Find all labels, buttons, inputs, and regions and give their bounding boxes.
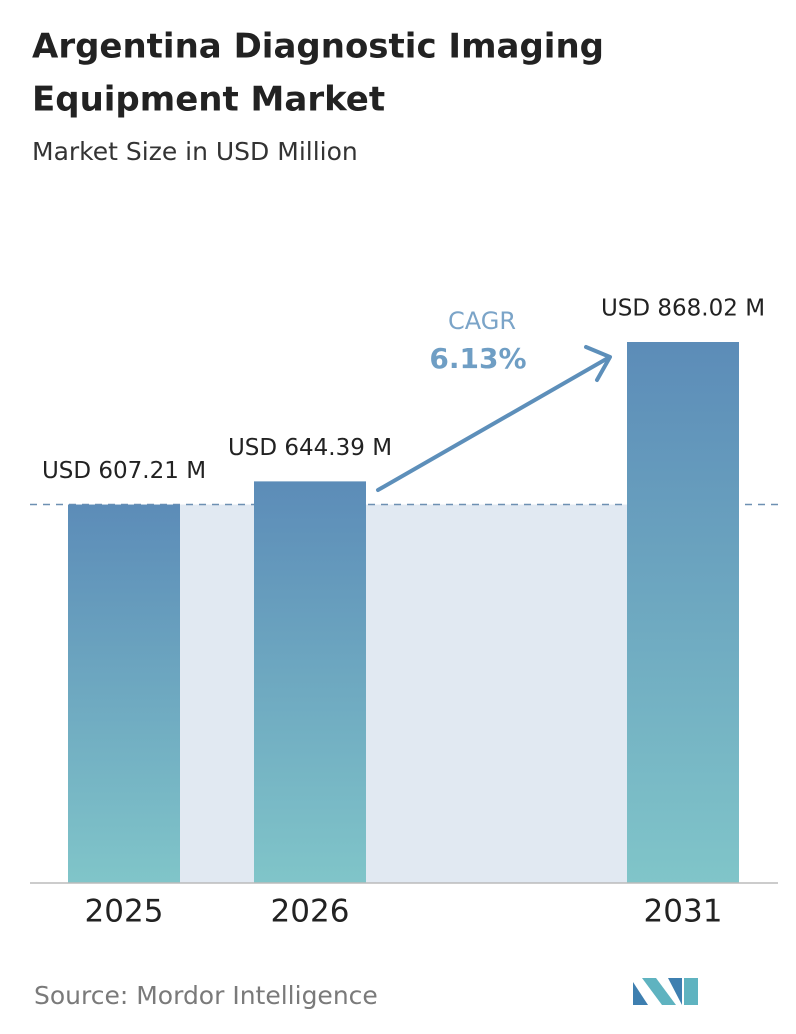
x-tick-label: 2025 (85, 894, 164, 930)
value-label: USD 644.39 M (228, 435, 392, 461)
cagr-arrow-head (584, 345, 612, 382)
x-tick-label: 2031 (644, 894, 723, 930)
bar (627, 342, 739, 883)
source: Source: Mordor Intelligence (34, 981, 378, 1010)
cagr-arrow (376, 356, 610, 492)
cagr-value: 6.13% (429, 342, 526, 375)
x-tick-label: 2026 (271, 894, 350, 930)
value-label: USD 607.21 M (42, 458, 206, 484)
cagr-label: CAGR (448, 307, 516, 335)
chart-title: Argentina Diagnostic Imaging (32, 27, 604, 67)
logo (633, 978, 698, 1005)
chart-subtitle: Market Size in USD Million (32, 137, 358, 166)
chart-title: Equipment Market (32, 80, 385, 120)
bar (254, 481, 366, 883)
value-label: USD 868.02 M (601, 296, 765, 322)
bar (68, 504, 180, 883)
